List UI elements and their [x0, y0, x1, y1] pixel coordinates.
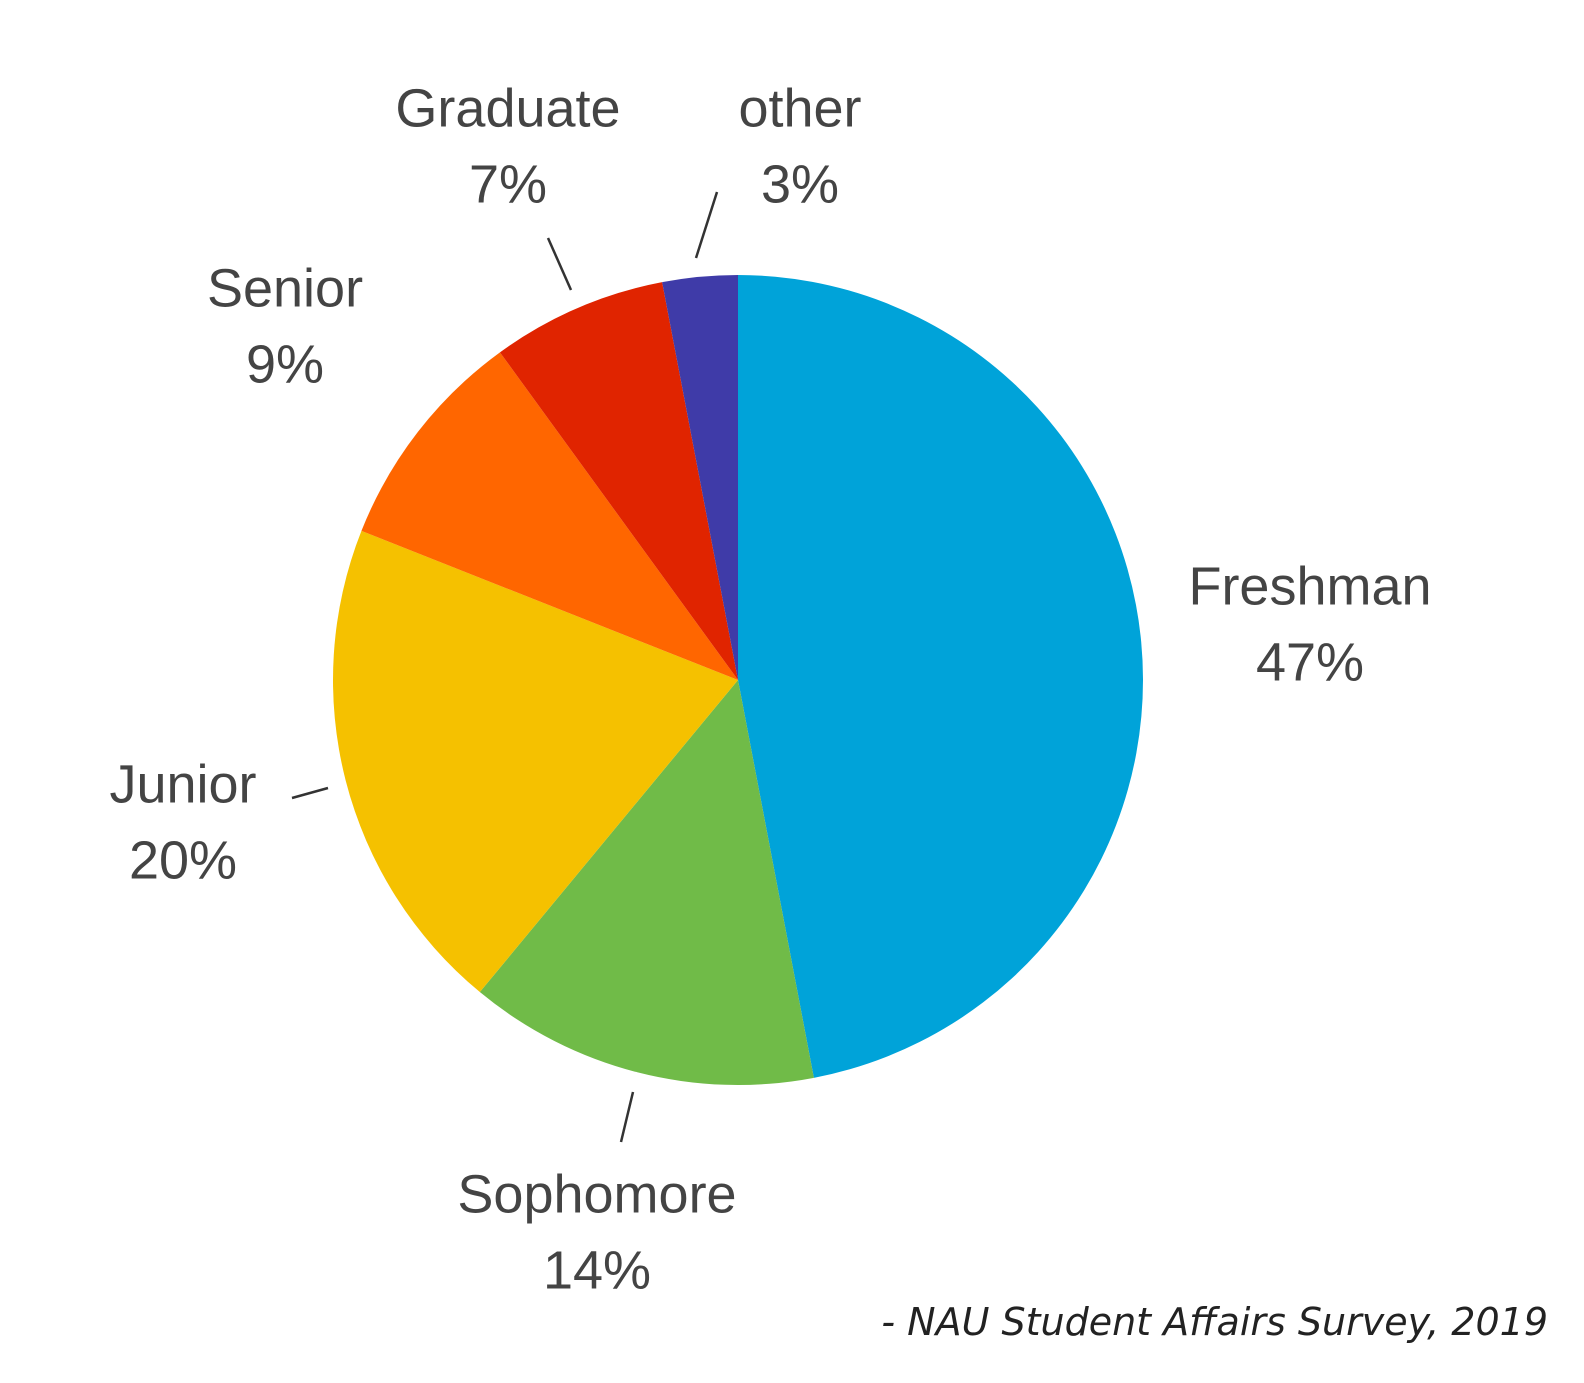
slice-value-label: 20% — [129, 830, 237, 890]
pie-slice — [361, 352, 738, 680]
slice-value-label: 47% — [1256, 632, 1364, 692]
leader-line — [619, 1091, 635, 1143]
slice-value-label: 3% — [761, 154, 839, 214]
pie-slice — [479, 680, 814, 1085]
pie-slice — [333, 530, 738, 993]
leader-line — [546, 237, 573, 291]
slice-label: other — [738, 78, 861, 138]
pie-slice — [662, 275, 738, 680]
slice-value-label: 9% — [246, 334, 324, 394]
slice-value-label: 14% — [543, 1240, 651, 1300]
slice-label: Sophomore — [457, 1164, 736, 1224]
slice-label: Graduate — [395, 78, 620, 138]
leader-line — [291, 786, 329, 800]
slice-label: Freshman — [1188, 556, 1431, 616]
slice-value-label: 7% — [469, 154, 547, 214]
leader-line — [694, 191, 719, 259]
source-note: - NAU Student Affairs Survey, 2019 — [881, 1300, 1548, 1344]
pie-slice — [499, 282, 738, 680]
slice-label: Senior — [207, 258, 363, 318]
pie-slice — [738, 275, 1144, 1078]
slice-label: Junior — [109, 754, 256, 814]
